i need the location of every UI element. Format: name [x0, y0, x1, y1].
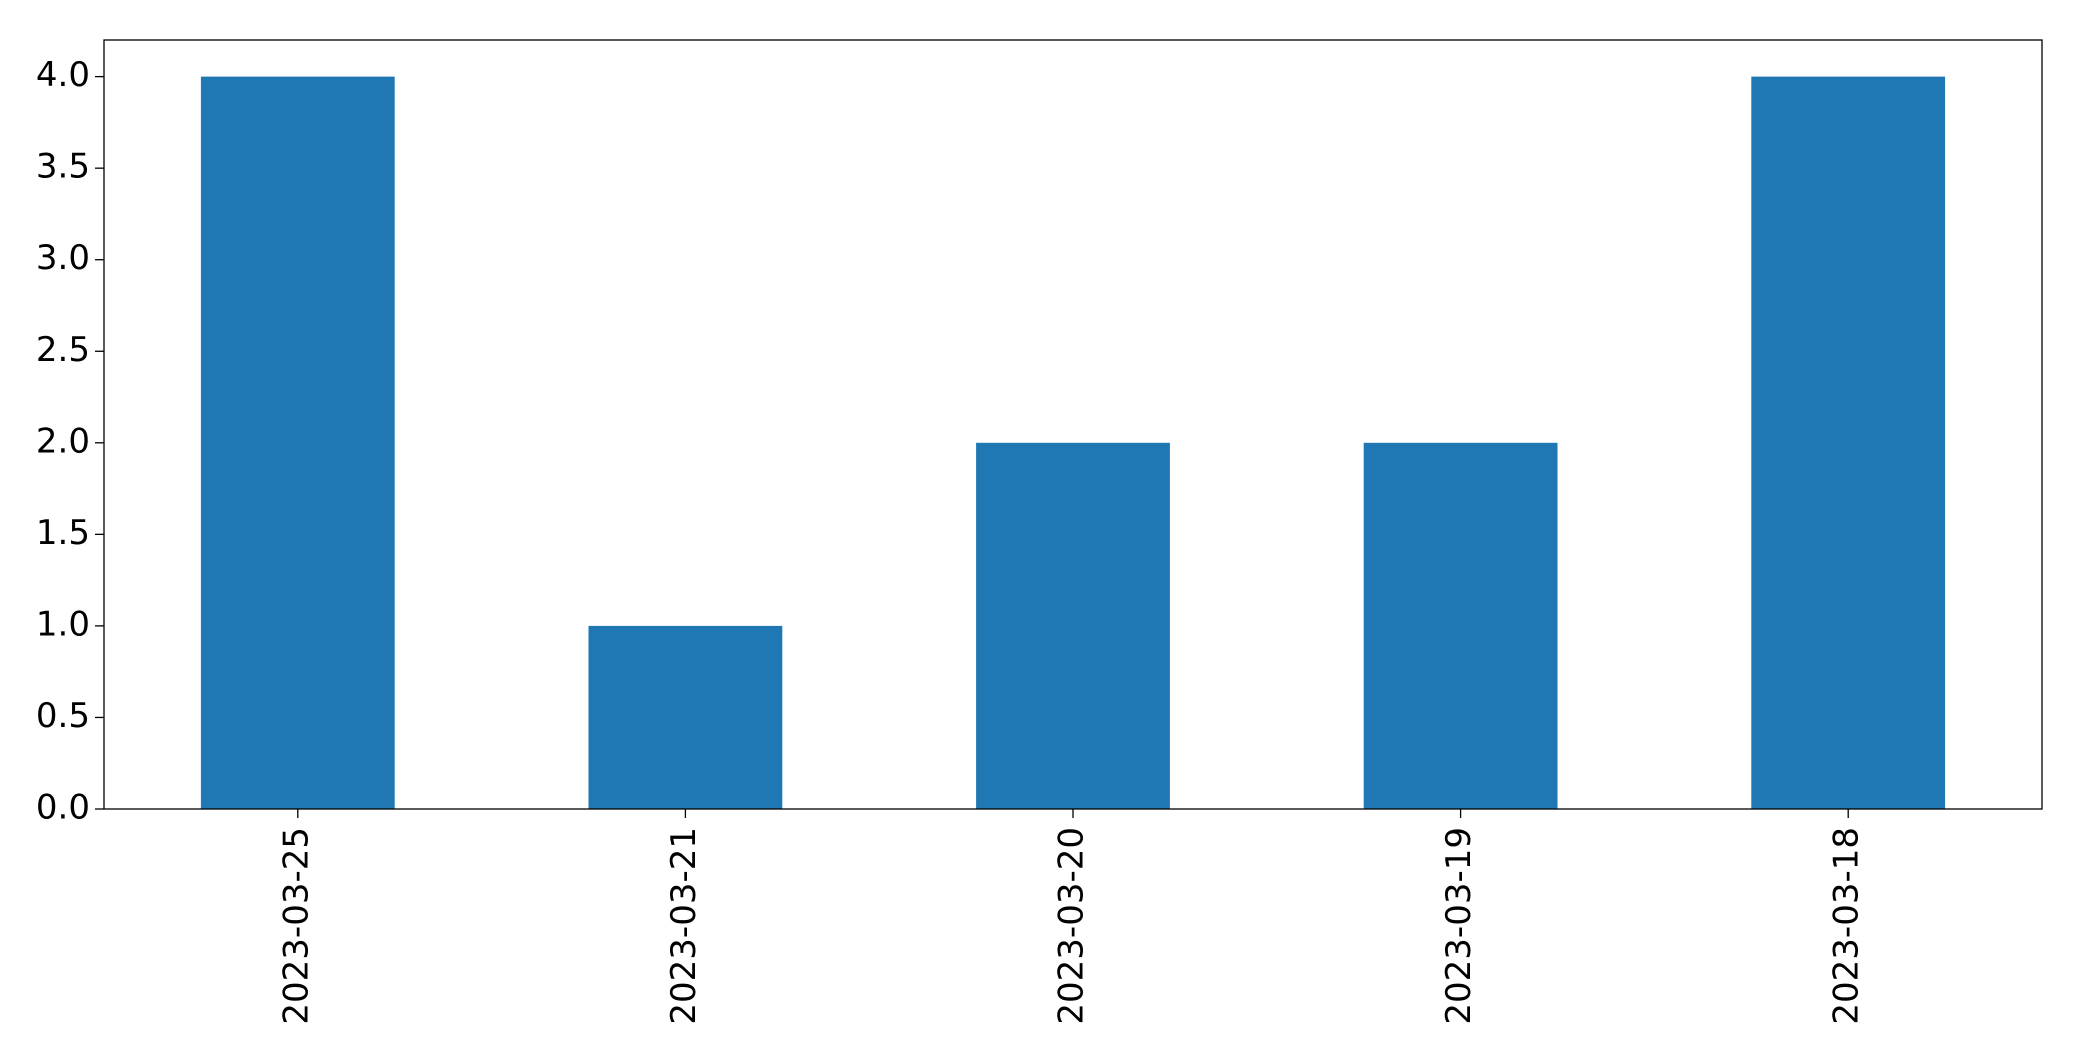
x-tick-label: 2023-03-25 — [276, 827, 316, 1025]
bar — [1751, 76, 1946, 810]
x-tick-label: 2023-03-20 — [1052, 827, 1092, 1025]
y-tick-label: 4.0 — [36, 55, 90, 95]
x-tick-label: 2023-03-18 — [1827, 827, 1867, 1025]
y-tick-label: 3.0 — [36, 238, 90, 278]
y-tick-label: 2.0 — [36, 421, 90, 461]
x-tick-label: 2023-03-19 — [1439, 827, 1479, 1025]
y-tick-label: 2.5 — [36, 330, 90, 370]
y-tick-label: 0.0 — [36, 788, 90, 828]
bar — [976, 442, 1170, 809]
y-tick-label: 3.5 — [36, 147, 90, 187]
bar — [200, 76, 395, 810]
y-tick-label: 1.0 — [36, 604, 90, 644]
plot-frame — [103, 39, 2043, 810]
y-tick-label: 0.5 — [36, 696, 90, 736]
bar — [588, 625, 783, 809]
bar — [1363, 442, 1558, 809]
x-tick-label: 2023-03-21 — [664, 827, 704, 1025]
y-tick-label: 1.5 — [36, 513, 90, 553]
